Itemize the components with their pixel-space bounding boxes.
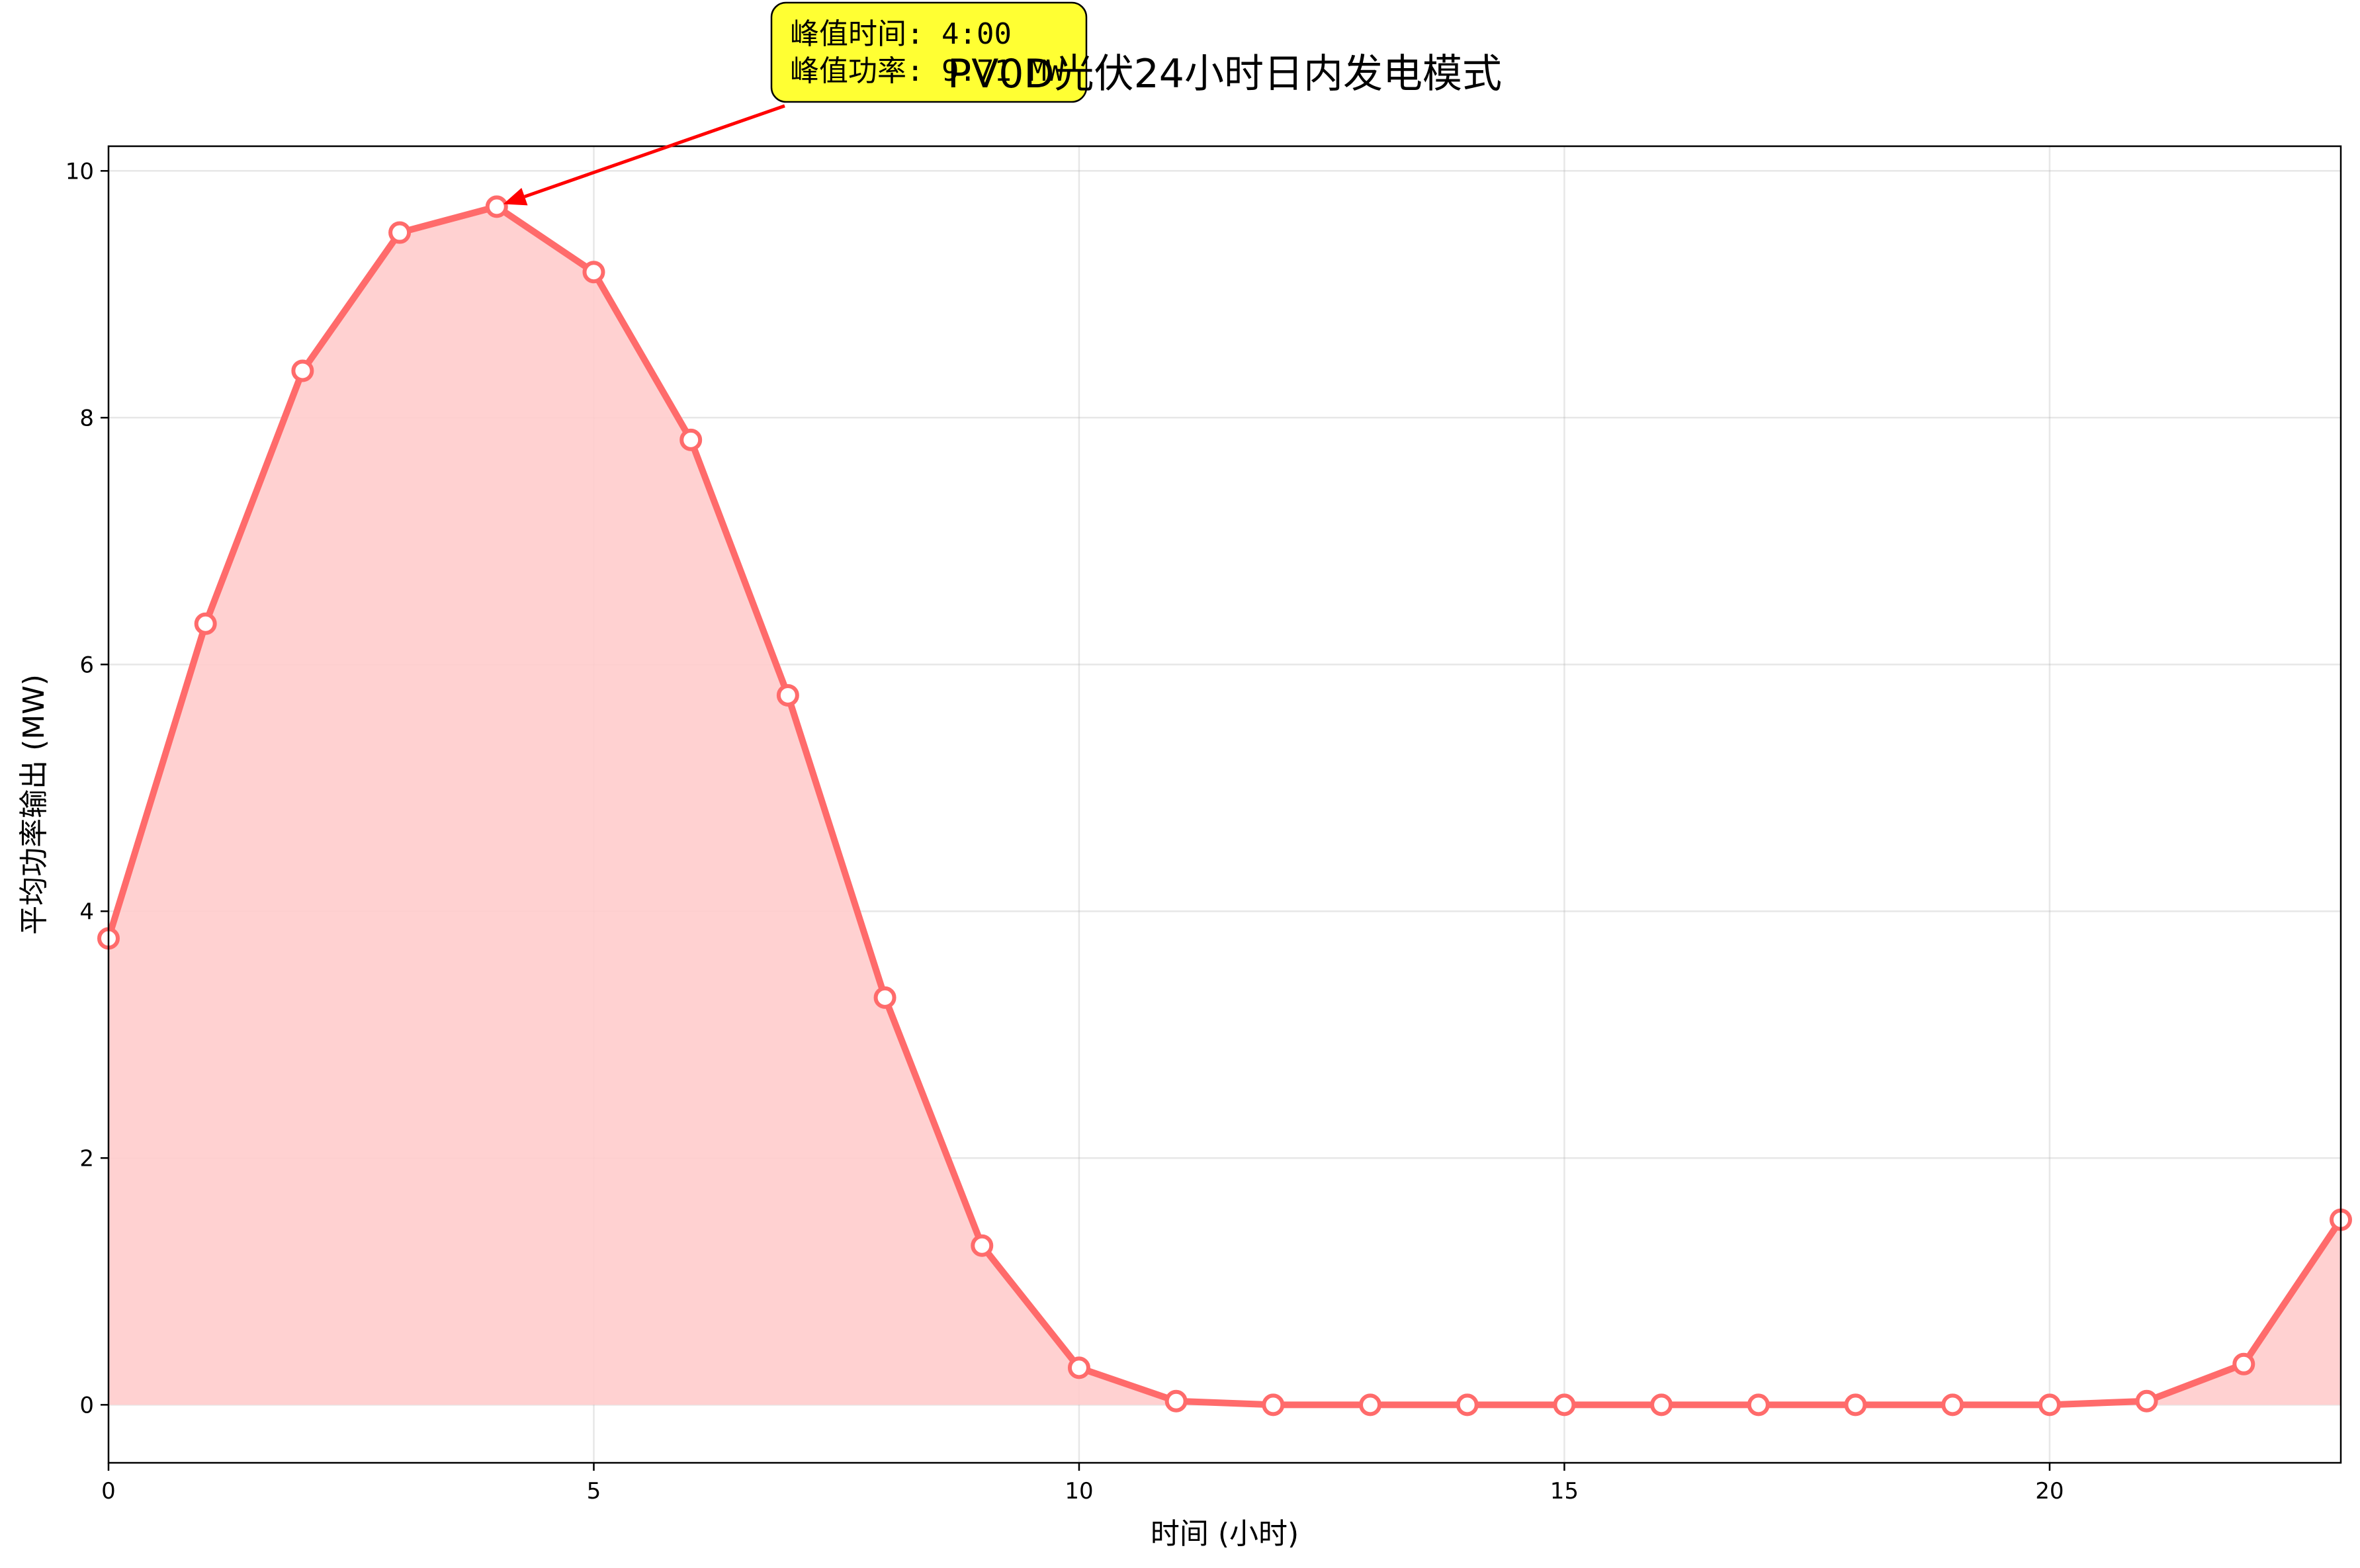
x-tick-label: 20	[2035, 1478, 2064, 1504]
data-markers	[97, 195, 2352, 1416]
y-tick-label: 6	[79, 652, 94, 678]
data-point	[291, 359, 314, 382]
area-fill	[109, 206, 2341, 1405]
data-point	[2038, 1393, 2061, 1416]
annotation-arrowhead	[503, 187, 528, 206]
y-tick-label: 4	[79, 898, 94, 925]
data-point	[1359, 1393, 1382, 1416]
data-point	[388, 221, 412, 244]
data-point	[1941, 1393, 1964, 1416]
data-point	[1747, 1393, 1770, 1416]
annotation-box	[770, 1, 1088, 103]
chart-title: PV0D光伏24小时日内发电模式	[947, 51, 1502, 97]
x-tick-label: 15	[1550, 1478, 1579, 1504]
x-tick-label: 0	[101, 1478, 116, 1504]
data-point	[679, 428, 703, 451]
y-tick-label: 2	[79, 1145, 94, 1172]
data-point	[2135, 1389, 2158, 1413]
data-point	[1650, 1393, 1673, 1416]
data-point	[194, 612, 217, 635]
data-point	[582, 261, 605, 284]
data-point	[485, 195, 508, 218]
y-axis-ticks: 0 2 4 6 8 10	[66, 158, 109, 1418]
y-tick-label: 0	[79, 1392, 94, 1418]
plot-frame	[107, 145, 2342, 1464]
y-tick-label: 8	[79, 405, 94, 431]
peak-annotation: 峰值时间: 4:00 峰值功率: 9.71 MW	[503, 1, 1088, 206]
x-axis-label: 时间 (小时)	[1151, 1517, 1299, 1551]
annotation-arrow	[524, 104, 785, 198]
series-polyline	[105, 203, 2344, 1409]
y-axis-label: 平均功率输出 (MW)	[17, 674, 51, 935]
annotation-peak-power: 峰值功率: 9.71 MW	[790, 54, 1065, 88]
annotation-peak-time: 峰值时间: 4:00	[790, 17, 1012, 51]
series-line	[105, 203, 2344, 1409]
data-point	[873, 986, 896, 1009]
data-point	[1553, 1393, 1576, 1416]
data-point	[1456, 1393, 1479, 1416]
data-point	[776, 683, 799, 707]
area-fill-path	[109, 206, 2341, 1405]
x-tick-label: 5	[587, 1478, 601, 1504]
data-point	[1844, 1393, 1867, 1416]
x-tick-label: 10	[1065, 1478, 1093, 1504]
data-point	[1067, 1356, 1090, 1379]
y-tick-label: 10	[66, 158, 94, 185]
x-axis-ticks: 0 5 10 15 20	[101, 1463, 2064, 1504]
data-point	[1262, 1393, 1285, 1416]
data-point	[2232, 1352, 2255, 1375]
data-point	[1164, 1389, 1188, 1413]
data-point	[971, 1234, 994, 1257]
